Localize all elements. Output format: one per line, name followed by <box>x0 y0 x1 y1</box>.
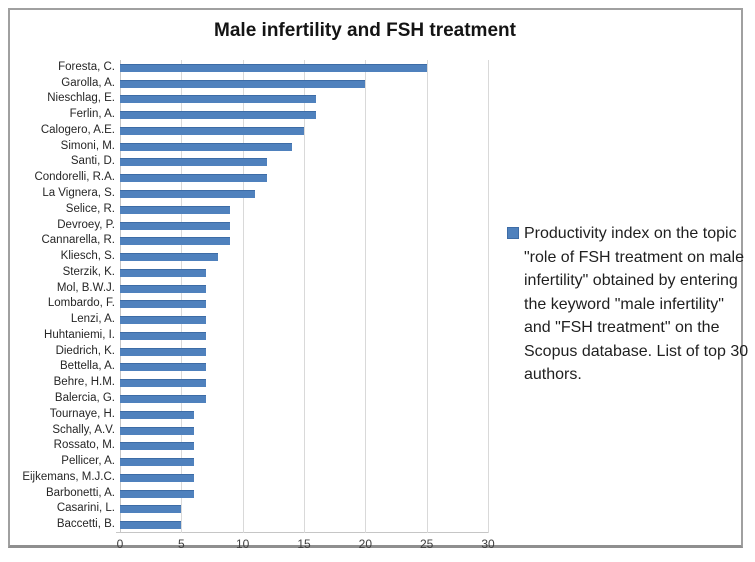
bar <box>120 521 182 530</box>
category-label: Casarini, L. <box>56 502 115 515</box>
legend-label: Productivity index on the topic "role of… <box>524 225 749 383</box>
bar <box>120 300 206 309</box>
category-label: Lombardo, F. <box>47 297 115 310</box>
category-label: Rossato, M. <box>53 439 115 452</box>
category-label: Barbonetti, A. <box>45 486 115 499</box>
bar <box>120 316 206 325</box>
category-label: Nieschlag, E. <box>47 92 115 105</box>
category-label: Baccetti, B. <box>56 518 115 531</box>
bar <box>120 458 194 467</box>
category-label: Santi, D. <box>70 155 115 168</box>
category-label: Lenzi, A. <box>70 313 115 326</box>
category-label: Pellicer, A. <box>61 455 115 468</box>
gridline <box>304 60 305 533</box>
category-label: Foresta, C. <box>58 60 115 73</box>
category-label: Huhtaniemi, I. <box>44 328 115 341</box>
chart-title: Male infertility and FSH treatment <box>214 20 516 41</box>
x-tick-label: 25 <box>419 537 434 551</box>
category-label: Ferlin, A. <box>69 108 115 121</box>
bar <box>120 158 268 167</box>
bar <box>120 426 194 435</box>
bar <box>120 79 366 88</box>
category-label: Simoni, M. <box>60 139 115 152</box>
bar <box>120 174 268 183</box>
bar <box>120 237 231 246</box>
category-label: Eijkemans, M.J.C. <box>22 470 115 483</box>
x-tick-label: 5 <box>177 537 185 551</box>
x-tick-label: 0 <box>116 537 124 551</box>
bar <box>120 379 206 388</box>
x-tick-label: 15 <box>297 537 311 551</box>
y-axis-labels: Foresta, C. Garolla, A. Nieschlag, E. Ferli… <box>22 60 115 533</box>
bar <box>120 126 304 135</box>
y-axis-line <box>120 60 121 533</box>
category-label: Kliesch, S. <box>60 250 115 263</box>
bar <box>120 363 206 372</box>
bar <box>120 489 194 498</box>
category-label: Selice, R. <box>65 202 115 215</box>
bar <box>120 111 317 120</box>
bar <box>120 95 317 104</box>
bar <box>120 505 182 514</box>
legend-marker-icon <box>507 227 519 239</box>
gridline <box>488 60 489 533</box>
bar <box>120 268 206 277</box>
gridline <box>181 60 183 533</box>
x-axis-tick-labels: 0 5 10 15 20 25 30 <box>116 537 495 553</box>
bar <box>120 253 219 262</box>
bar <box>120 205 231 214</box>
bar <box>120 347 206 356</box>
category-label: Balercia, G. <box>54 391 115 404</box>
bar <box>120 221 231 230</box>
category-label: Diedrich, K. <box>55 344 115 357</box>
x-tick-label: 30 <box>481 537 495 551</box>
category-label: Condorelli, R.A. <box>34 171 115 184</box>
category-label: La Vignera, S. <box>42 187 115 200</box>
bar <box>120 142 292 151</box>
bar <box>120 63 427 72</box>
category-label: Cannarella, R. <box>41 234 115 247</box>
category-label: Mol, B.W.J. <box>56 281 115 294</box>
bar <box>120 473 194 482</box>
bar <box>120 394 206 403</box>
category-label: Bettella, A. <box>60 360 115 373</box>
chart-frame: Male infertility and FSH treatment Fores… <box>8 8 748 551</box>
bar <box>120 410 194 419</box>
category-label: Sterzik, K. <box>62 265 115 278</box>
bar <box>120 442 194 451</box>
gridline <box>242 60 244 533</box>
gridline <box>426 60 428 533</box>
category-label: Garolla, A. <box>61 76 115 89</box>
category-label: Tournaye, H. <box>49 407 115 420</box>
legend: Productivity index on the topic "role of… <box>507 222 750 387</box>
x-axis-line <box>116 532 488 533</box>
category-label: Calogero, A.E. <box>40 123 115 136</box>
x-tick-label: 10 <box>235 537 250 551</box>
category-label: Behre, H.M. <box>53 376 115 389</box>
bar <box>120 284 206 293</box>
gridline <box>365 60 367 533</box>
bar <box>120 190 255 199</box>
category-label: Schally, A.V. <box>52 423 115 436</box>
bar <box>120 331 206 340</box>
x-tick-label: 20 <box>358 537 373 551</box>
plot-area <box>116 60 489 533</box>
category-label: Devroey, P. <box>57 218 115 231</box>
